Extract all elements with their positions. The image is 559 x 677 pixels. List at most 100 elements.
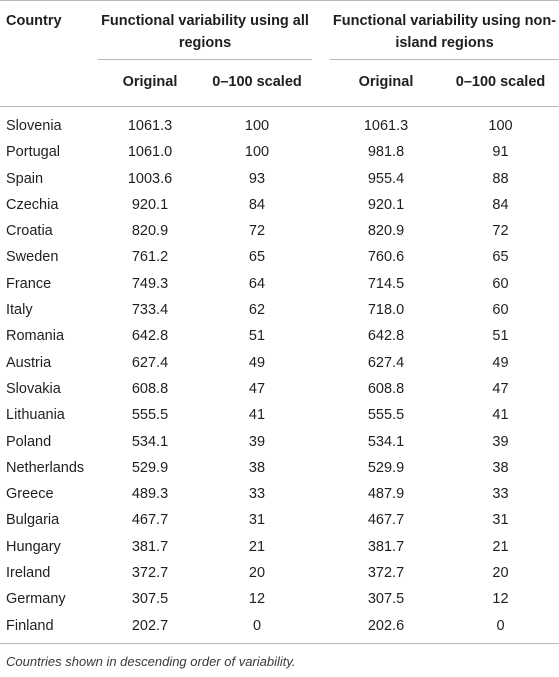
cell-non-island-scaled: 21 bbox=[492, 538, 509, 555]
cell-non-island-scaled: 51 bbox=[492, 328, 509, 345]
cell-all-scaled: 31 bbox=[248, 512, 266, 529]
table-row: Ireland 372.7 20 372.7 20 bbox=[0, 560, 559, 586]
cell-non-island-original: 372.7 bbox=[367, 565, 405, 582]
cell-country: Lithuania bbox=[6, 407, 65, 424]
cell-all-original: 1061.3 bbox=[127, 118, 173, 134]
cell-all-scaled: 12 bbox=[248, 591, 266, 608]
cell-country: Netherlands bbox=[6, 459, 85, 476]
cell-all-scaled: 38 bbox=[248, 459, 266, 476]
cell-non-island-original: 608.8 bbox=[367, 380, 405, 397]
table-row: Hungary 381.7 21 381.7 21 bbox=[0, 534, 559, 560]
cell-non-island-scaled: 49 bbox=[492, 354, 509, 371]
cell-all-original: 642.8 bbox=[131, 328, 169, 345]
table-row: Czechia 920.1 84 920.1 84 bbox=[0, 192, 559, 218]
table-footnote: Countries shown in descending order of v… bbox=[6, 654, 296, 669]
table-row: Bulgaria 467.7 31 467.7 31 bbox=[0, 507, 559, 533]
cell-all-original: 307.5 bbox=[131, 591, 169, 608]
cell-non-island-scaled: 60 bbox=[492, 302, 509, 319]
cell-country: Greece bbox=[6, 486, 54, 503]
cell-country: Italy bbox=[6, 302, 33, 319]
header-non-island-original: Original bbox=[358, 74, 414, 90]
cell-all-scaled: 62 bbox=[248, 302, 266, 319]
cell-all-original: 749.3 bbox=[131, 275, 169, 292]
cell-non-island-original: 202.6 bbox=[367, 617, 405, 634]
table-row: Sweden 761.2 65 760.6 65 bbox=[0, 244, 559, 270]
cell-non-island-original: 920.1 bbox=[367, 196, 405, 213]
cell-all-scaled: 100 bbox=[244, 144, 270, 161]
cell-non-island-original: 534.1 bbox=[367, 433, 405, 450]
cell-all-original: 489.3 bbox=[131, 486, 169, 503]
table-row: Greece 489.3 33 487.9 33 bbox=[0, 481, 559, 507]
cell-all-scaled: 39 bbox=[248, 433, 266, 450]
cell-country: Czechia bbox=[6, 196, 59, 213]
cell-all-original: 381.7 bbox=[131, 538, 169, 555]
header-non-island-scaled: 0–100 scaled bbox=[455, 74, 546, 90]
cell-non-island-scaled: 100 bbox=[488, 118, 513, 134]
cell-non-island-scaled: 65 bbox=[492, 249, 509, 266]
cell-all-original: 608.8 bbox=[131, 380, 169, 397]
cell-non-island-original: 642.8 bbox=[367, 328, 405, 345]
cell-country: Slovakia bbox=[6, 380, 61, 397]
cell-all-original: 555.5 bbox=[131, 407, 169, 424]
cell-all-scaled: 64 bbox=[248, 275, 266, 292]
table-bottom-rule bbox=[0, 643, 559, 644]
cell-all-scaled: 41 bbox=[248, 407, 266, 424]
cell-non-island-original: 487.9 bbox=[367, 486, 405, 503]
table-row: Lithuania 555.5 41 555.5 41 bbox=[0, 402, 559, 428]
cell-non-island-original: 760.6 bbox=[367, 249, 405, 266]
cell-country: Austria bbox=[6, 354, 52, 371]
cell-non-island-original: 529.9 bbox=[367, 459, 405, 476]
header-all-scaled: 0–100 scaled bbox=[212, 74, 302, 90]
cell-non-island-scaled: 39 bbox=[492, 433, 509, 450]
cell-country: Hungary bbox=[6, 538, 61, 555]
table-row: Poland 534.1 39 534.1 39 bbox=[0, 429, 559, 455]
table-row: Netherlands 529.9 38 529.9 38 bbox=[0, 455, 559, 481]
table-row: Romania 642.8 51 642.8 51 bbox=[0, 323, 559, 349]
cell-all-original: 627.4 bbox=[131, 354, 169, 371]
cell-all-scaled: 72 bbox=[248, 223, 266, 240]
table-row: Slovenia 1061.3 100 1061.3 100 bbox=[0, 113, 559, 139]
cell-all-scaled: 65 bbox=[248, 249, 266, 266]
header-bottom-rule bbox=[0, 106, 559, 107]
table-row: Croatia 820.9 72 820.9 72 bbox=[0, 218, 559, 244]
cell-all-original: 1003.6 bbox=[127, 170, 173, 187]
cell-non-island-original: 555.5 bbox=[367, 407, 405, 424]
cell-non-island-original: 981.8 bbox=[367, 144, 405, 161]
cell-non-island-original: 381.7 bbox=[367, 538, 405, 555]
cell-country: Bulgaria bbox=[6, 512, 60, 529]
table-row: Italy 733.4 62 718.0 60 bbox=[0, 297, 559, 323]
cell-non-island-original: 714.5 bbox=[367, 275, 405, 292]
table-row: Spain 1003.6 93 955.4 88 bbox=[0, 166, 559, 192]
cell-non-island-scaled: 88 bbox=[492, 170, 509, 187]
group-non-island-underline bbox=[330, 59, 559, 60]
cell-non-island-scaled: 84 bbox=[492, 196, 509, 213]
cell-all-original: 820.9 bbox=[131, 223, 169, 240]
cell-non-island-scaled: 20 bbox=[492, 565, 509, 582]
table-body: Slovenia 1061.3 100 1061.3 100 Portugal 1061.0… bbox=[0, 113, 559, 639]
cell-non-island-scaled: 60 bbox=[492, 275, 509, 292]
cell-non-island-original: 627.4 bbox=[367, 354, 405, 371]
cell-non-island-scaled: 47 bbox=[492, 380, 509, 397]
header-all-original: Original bbox=[122, 74, 178, 90]
cell-all-scaled: 100 bbox=[244, 118, 270, 134]
cell-all-scaled: 47 bbox=[248, 380, 266, 397]
cell-country: Sweden bbox=[6, 249, 59, 266]
header-group-all-regions: Functional variability using all regions bbox=[101, 13, 309, 51]
cell-all-original: 372.7 bbox=[131, 565, 169, 582]
cell-non-island-original: 820.9 bbox=[367, 223, 405, 240]
cell-all-scaled: 93 bbox=[248, 170, 266, 187]
cell-all-scaled: 49 bbox=[248, 354, 266, 371]
cell-country: Finland bbox=[6, 617, 54, 634]
table-row: Austria 627.4 49 627.4 49 bbox=[0, 350, 559, 376]
cell-all-scaled: 84 bbox=[248, 196, 266, 213]
cell-country: Slovenia bbox=[6, 118, 62, 134]
cell-non-island-scaled: 31 bbox=[492, 512, 509, 529]
cell-non-island-scaled: 91 bbox=[492, 144, 509, 161]
cell-non-island-original: 307.5 bbox=[367, 591, 405, 608]
cell-non-island-original: 955.4 bbox=[367, 170, 405, 187]
cell-all-original: 1061.0 bbox=[127, 144, 173, 161]
cell-all-scaled: 20 bbox=[248, 565, 266, 582]
cell-non-island-scaled: 41 bbox=[492, 407, 509, 424]
cell-all-original: 761.2 bbox=[131, 249, 169, 266]
cell-all-scaled: 33 bbox=[248, 486, 266, 503]
